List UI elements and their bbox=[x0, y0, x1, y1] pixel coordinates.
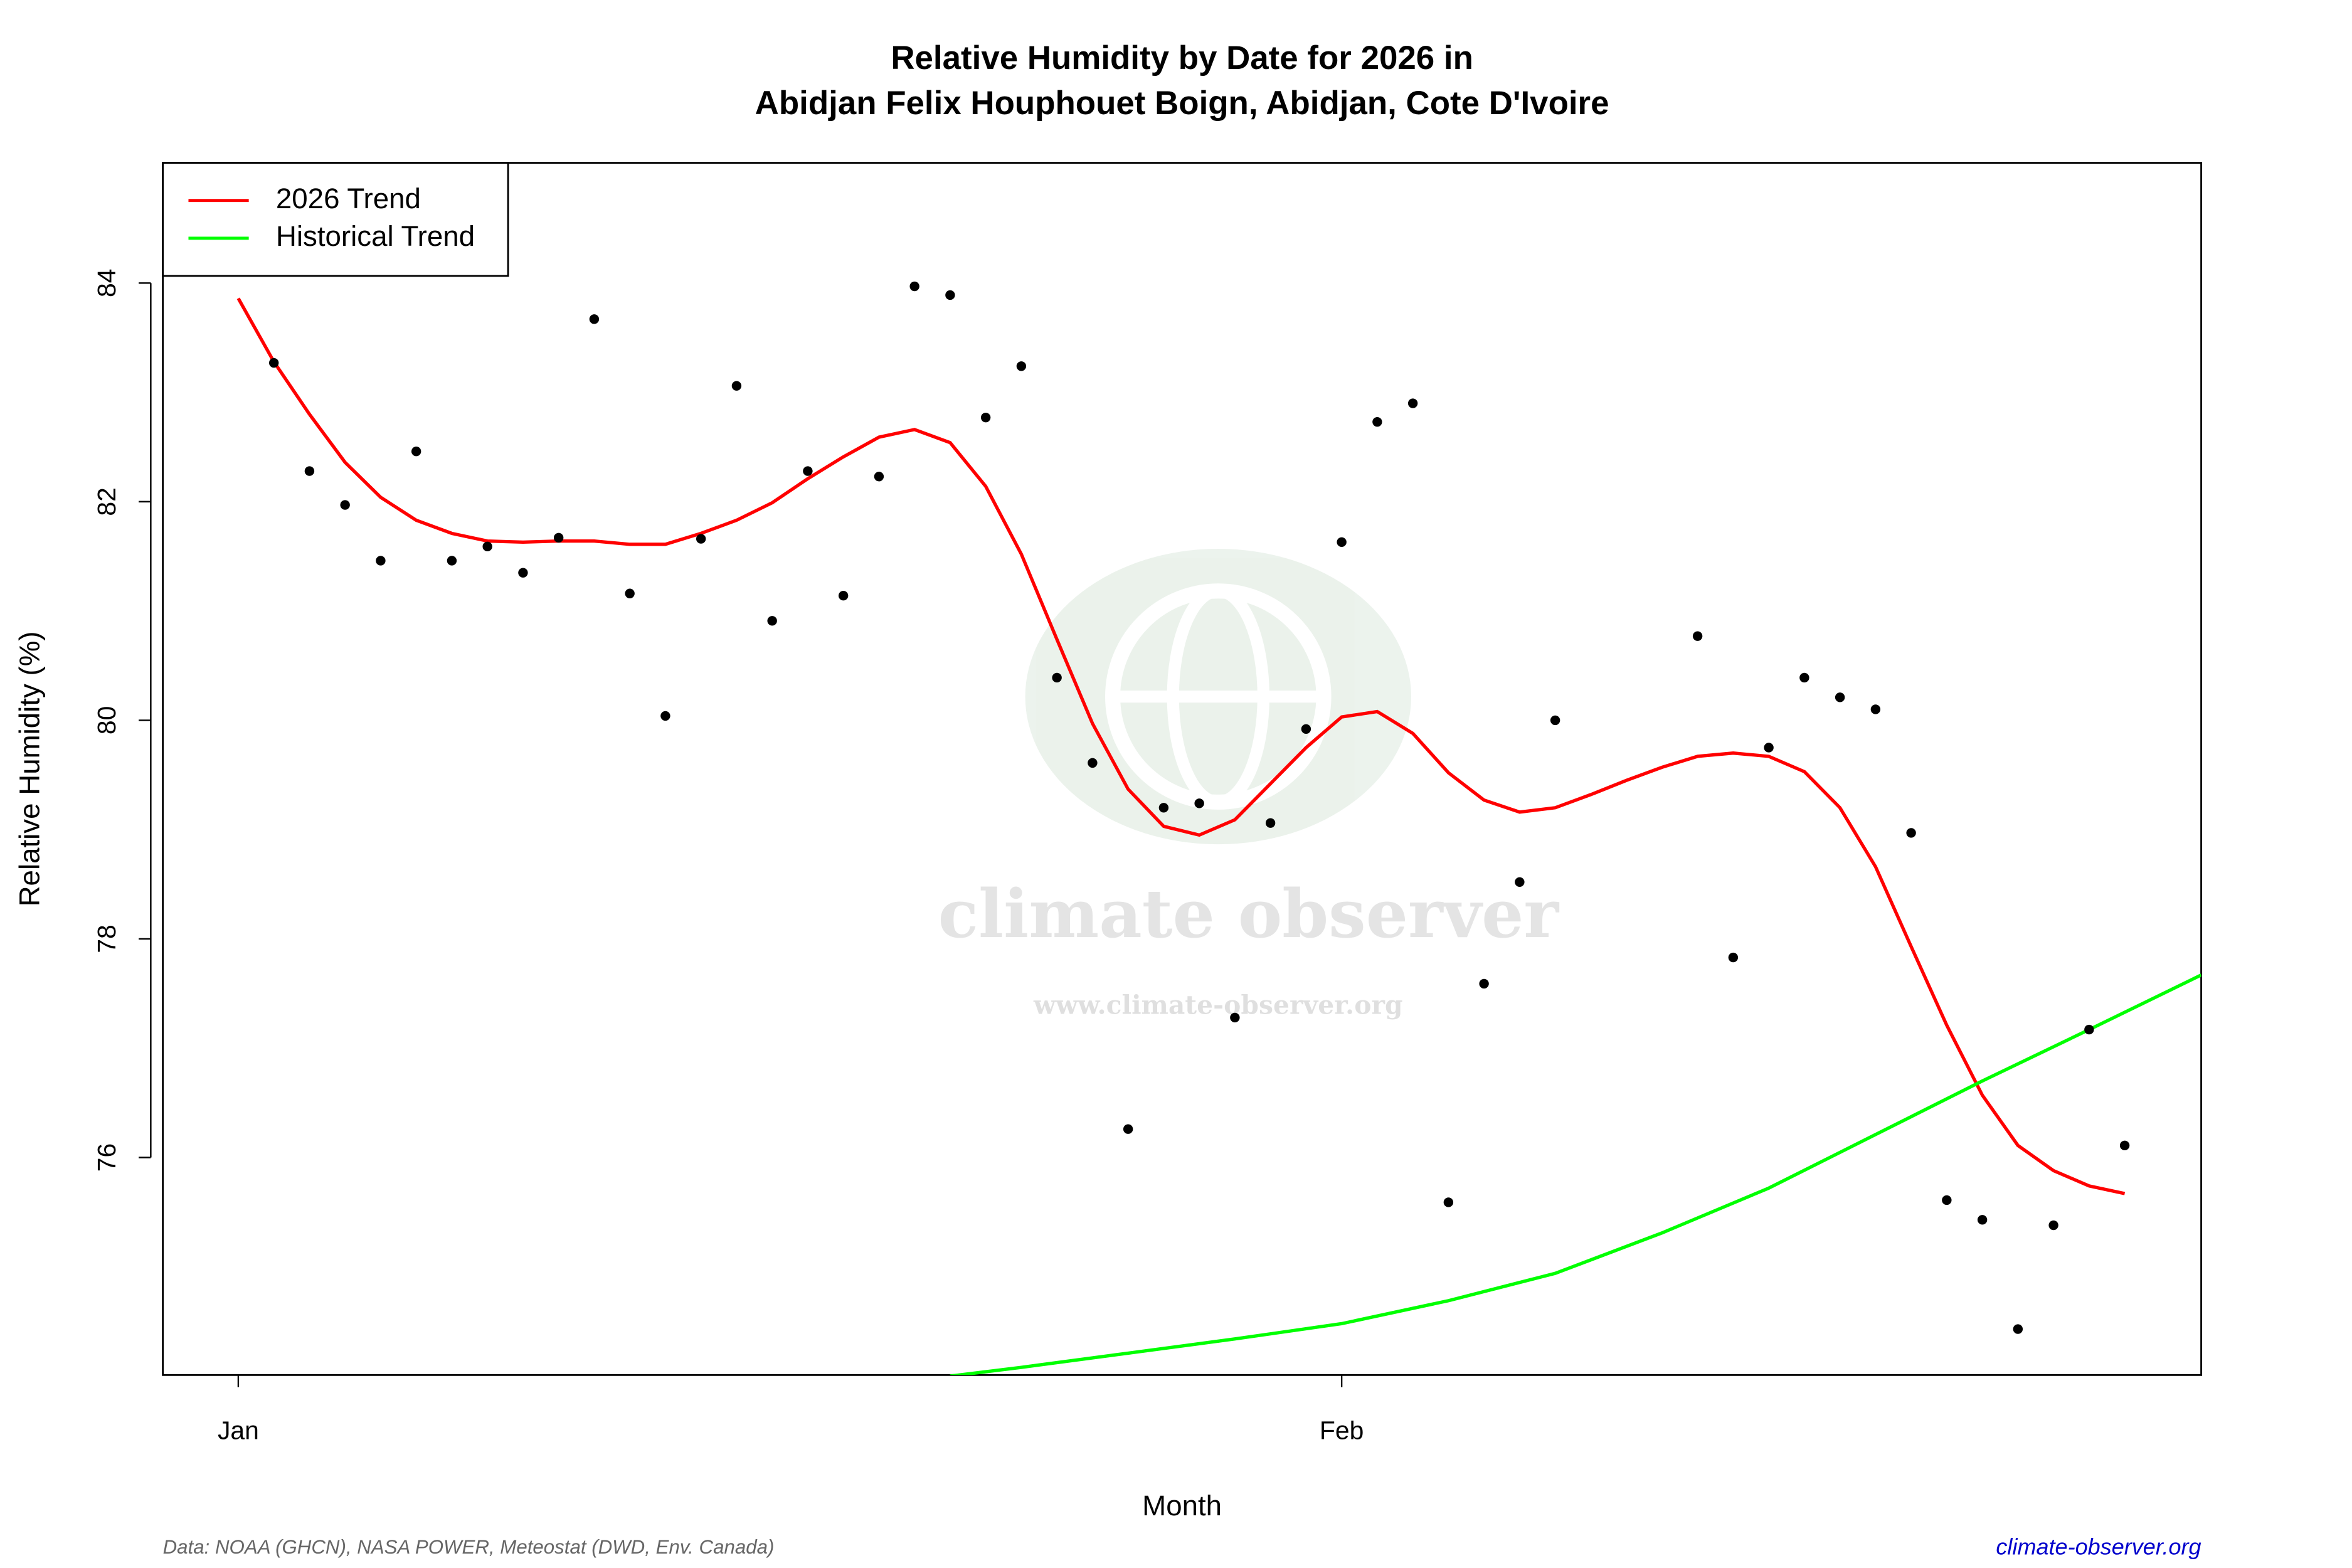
chart-subtitle: Abidjan Felix Houphouet Boign, Abidjan, … bbox=[755, 85, 1609, 122]
data-point bbox=[411, 447, 421, 457]
site-link: climate-observer.org bbox=[1996, 1534, 2201, 1559]
data-point bbox=[1443, 1197, 1454, 1207]
data-point bbox=[1230, 1012, 1240, 1023]
data-point bbox=[625, 588, 635, 598]
trend-line bbox=[950, 973, 2201, 1375]
data-point bbox=[767, 616, 777, 626]
x-axis-label: Month bbox=[1142, 1490, 1222, 1522]
data-point bbox=[304, 466, 315, 476]
x-tick-label: Feb bbox=[1320, 1416, 1364, 1444]
data-point bbox=[1942, 1195, 1952, 1205]
data-point bbox=[1301, 724, 1311, 734]
data-point bbox=[660, 711, 670, 721]
data-point bbox=[1515, 877, 1525, 887]
data-point bbox=[2084, 1024, 2094, 1035]
y-tick-label: 84 bbox=[92, 269, 121, 297]
data-point bbox=[376, 556, 386, 566]
trend-line bbox=[236, 297, 2126, 1195]
data-point bbox=[340, 500, 350, 510]
data-point bbox=[1265, 818, 1276, 828]
data-point bbox=[1337, 537, 1347, 548]
data-point bbox=[696, 534, 706, 544]
data-point bbox=[1835, 692, 1845, 702]
data-point bbox=[1016, 361, 1027, 371]
data-point bbox=[874, 472, 884, 482]
y-tick-label: 82 bbox=[92, 487, 121, 516]
chart-title: Relative Humidity by Date for 2026 in bbox=[891, 40, 1473, 77]
y-tick-label: 76 bbox=[92, 1143, 121, 1172]
data-point bbox=[1052, 672, 1062, 683]
data-point bbox=[1088, 758, 1098, 768]
legend-label: Historical Trend bbox=[276, 220, 475, 252]
legend-box bbox=[162, 162, 509, 277]
data-point bbox=[1799, 672, 1809, 683]
data-point bbox=[1764, 743, 1774, 753]
data-point bbox=[1906, 828, 1916, 838]
data-point bbox=[2119, 1140, 2130, 1151]
data-point bbox=[945, 290, 955, 300]
data-point bbox=[909, 281, 919, 292]
watermark-text: climate observer bbox=[938, 875, 1560, 953]
data-point bbox=[1194, 798, 1204, 808]
watermark-url: www.climate-observer.org bbox=[1033, 990, 1403, 1020]
source-note: Data: NOAA (GHCN), NASA POWER, Meteostat… bbox=[163, 1536, 775, 1558]
legend-label: 2026 Trend bbox=[276, 183, 421, 215]
data-point bbox=[1550, 715, 1560, 726]
data-point bbox=[482, 541, 492, 552]
x-tick-label: Jan bbox=[218, 1416, 259, 1444]
y-tick-label: 78 bbox=[92, 924, 121, 953]
data-point bbox=[838, 591, 849, 601]
data-point bbox=[1407, 398, 1418, 408]
data-point bbox=[2048, 1220, 2058, 1231]
data-point bbox=[1372, 416, 1382, 427]
plot-area bbox=[236, 281, 2201, 1375]
data-point bbox=[447, 556, 457, 566]
y-tick-label: 80 bbox=[92, 706, 121, 734]
data-point bbox=[1977, 1215, 1988, 1225]
data-point bbox=[731, 381, 742, 391]
data-point bbox=[1870, 704, 1881, 714]
data-point bbox=[518, 568, 528, 578]
data-point bbox=[980, 412, 991, 423]
data-point bbox=[589, 314, 600, 324]
watermark bbox=[1025, 549, 1411, 845]
data-point bbox=[1123, 1124, 1133, 1134]
data-point bbox=[1158, 803, 1169, 813]
data-point bbox=[268, 358, 279, 368]
data-point bbox=[1728, 952, 1739, 963]
y-axis-label: Relative Humidity (%) bbox=[14, 632, 46, 907]
data-point bbox=[2013, 1324, 2023, 1334]
data-point bbox=[803, 466, 813, 476]
data-point bbox=[1692, 631, 1703, 641]
data-point bbox=[553, 532, 564, 543]
data-point bbox=[1479, 978, 1489, 989]
